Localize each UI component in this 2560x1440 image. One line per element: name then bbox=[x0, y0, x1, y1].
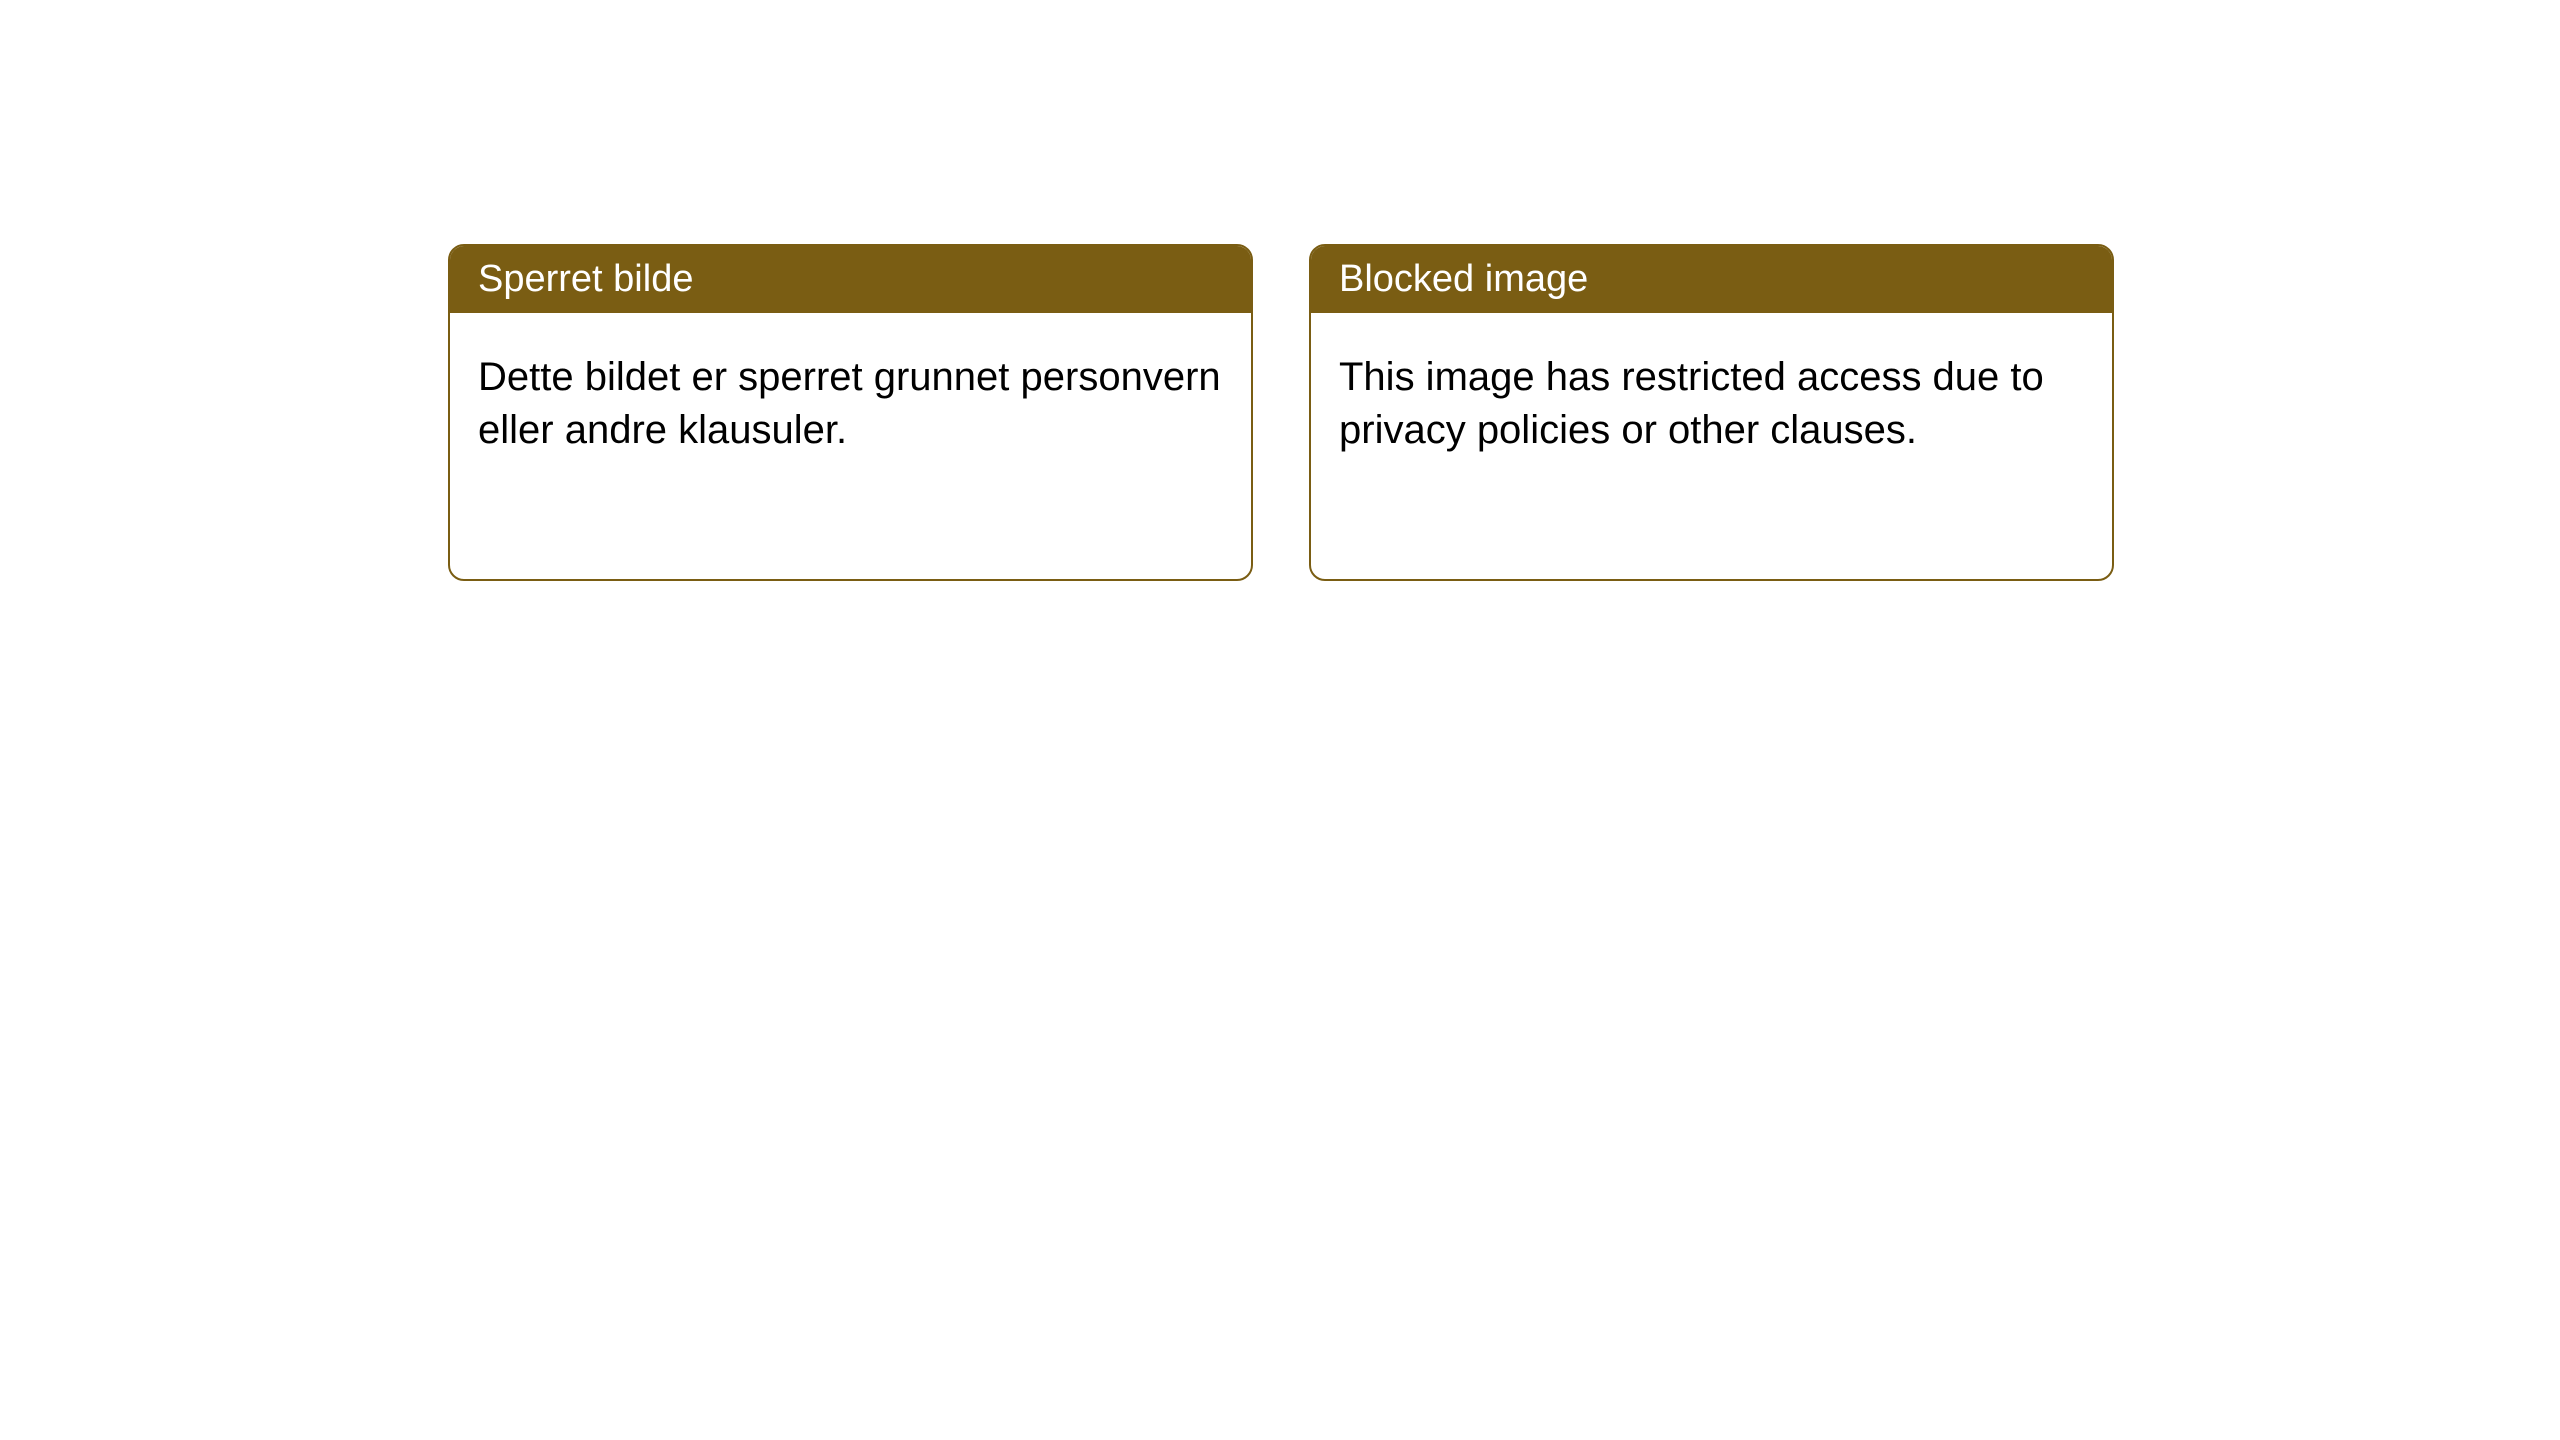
notice-card-norwegian: Sperret bilde Dette bildet er sperret gr… bbox=[448, 244, 1253, 581]
card-body-english: This image has restricted access due to … bbox=[1311, 313, 2112, 495]
card-body-norwegian: Dette bildet er sperret grunnet personve… bbox=[450, 313, 1251, 495]
notice-container: Sperret bilde Dette bildet er sperret gr… bbox=[448, 244, 2114, 581]
card-title-english: Blocked image bbox=[1311, 246, 2112, 313]
card-title-norwegian: Sperret bilde bbox=[450, 246, 1251, 313]
notice-card-english: Blocked image This image has restricted … bbox=[1309, 244, 2114, 581]
